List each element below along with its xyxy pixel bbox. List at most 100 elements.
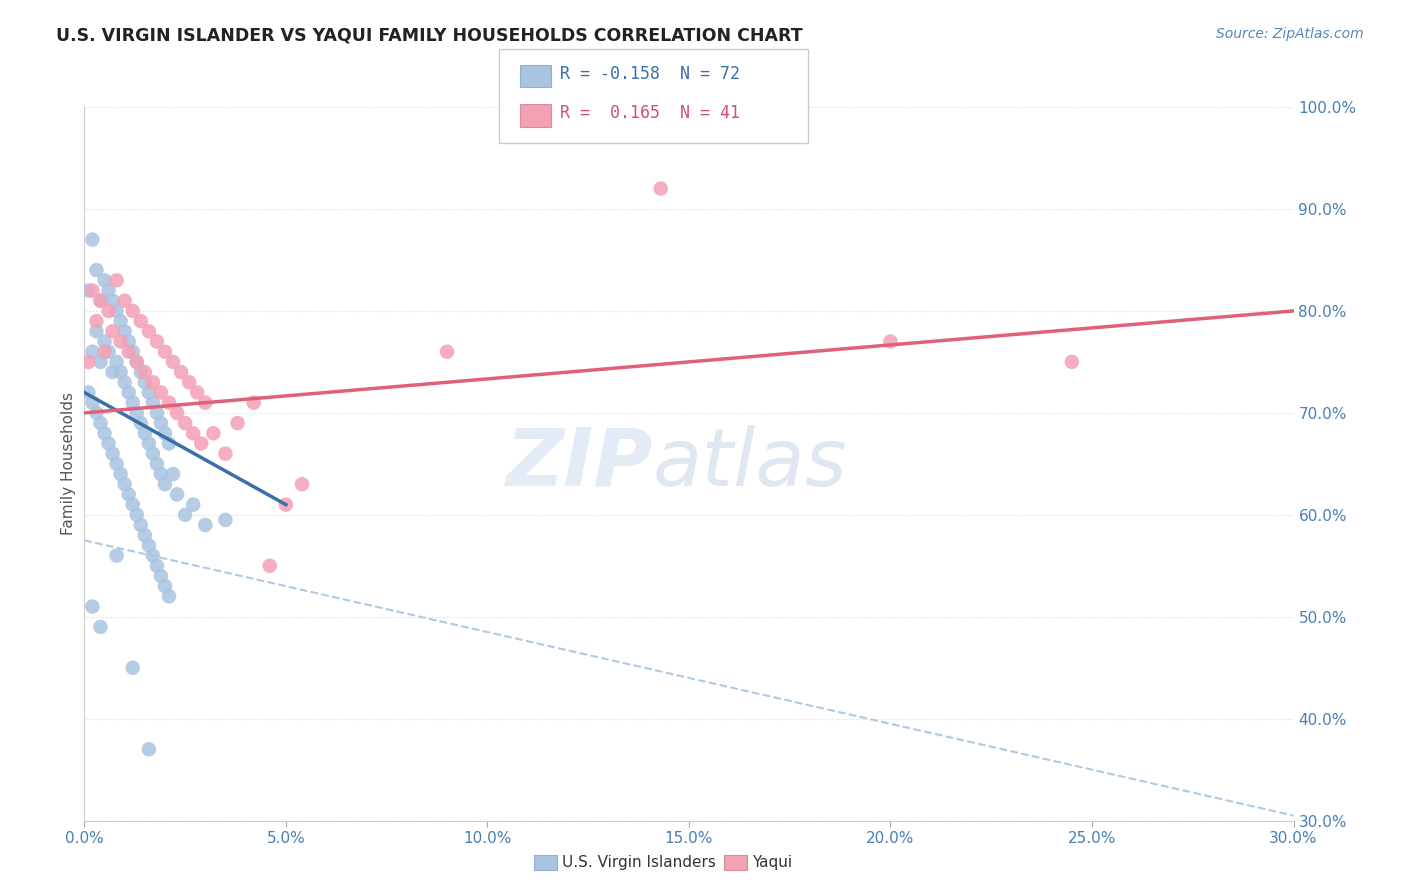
Point [97,284,120,298]
Point [149,385,172,400]
Point [170,365,193,379]
Point [129,314,152,328]
Point [114,324,136,338]
Point [110,467,132,481]
Point [101,293,124,308]
Point [118,385,141,400]
Point [1060,355,1083,369]
Point [650,181,672,195]
Point [105,355,128,369]
Point [153,579,176,593]
Point [82,284,104,298]
Text: ZIP: ZIP [505,425,652,503]
Point [146,558,169,573]
Point [86,314,108,328]
Point [114,376,136,390]
Point [153,426,176,441]
Point [125,355,148,369]
Point [77,355,100,369]
Text: R = -0.158  N = 72: R = -0.158 N = 72 [560,65,740,83]
Point [86,263,108,277]
Point [105,549,128,563]
Point [118,344,141,359]
Point [174,508,197,522]
Point [226,416,249,430]
Point [291,477,314,491]
Point [134,365,156,379]
Point [162,467,184,481]
Point [181,498,204,512]
Point [114,477,136,491]
Text: atlas: atlas [652,425,848,503]
Point [97,436,120,450]
Point [194,518,217,533]
Point [125,355,148,369]
Point [86,406,108,420]
Point [89,293,111,308]
Point [82,395,104,409]
Point [274,498,297,512]
Point [142,395,165,409]
Point [153,477,176,491]
Point [118,334,141,349]
Point [181,426,204,441]
Point [129,365,152,379]
Point [101,447,124,461]
Point [134,376,156,390]
Point [110,365,132,379]
Point [82,233,104,247]
Point [89,620,111,634]
Point [89,293,111,308]
Point [162,355,184,369]
Point [153,344,176,359]
Point [77,385,100,400]
Point [86,324,108,338]
Point [121,344,143,359]
Point [82,344,104,359]
Point [114,293,136,308]
Point [149,467,172,481]
Point [202,426,225,441]
Text: U.S. Virgin Islanders: U.S. Virgin Islanders [562,855,716,870]
Point [174,416,197,430]
Point [129,416,152,430]
Point [105,457,128,471]
Point [142,376,165,390]
Point [214,513,236,527]
Point [101,365,124,379]
Point [125,508,148,522]
Point [93,344,115,359]
Point [101,324,124,338]
Point [149,416,172,430]
Text: U.S. VIRGIN ISLANDER VS YAQUI FAMILY HOUSEHOLDS CORRELATION CHART: U.S. VIRGIN ISLANDER VS YAQUI FAMILY HOU… [56,27,803,45]
Point [194,395,217,409]
Point [142,447,165,461]
Point [138,436,160,450]
Point [138,385,160,400]
Point [134,528,156,542]
Point [121,498,143,512]
Point [93,273,115,287]
Point [157,395,180,409]
Point [186,385,208,400]
Point [138,324,160,338]
Point [105,304,128,318]
Point [121,304,143,318]
Point [879,334,901,349]
Point [82,599,104,614]
Point [259,558,281,573]
Point [129,518,152,533]
Point [242,395,264,409]
Point [214,447,236,461]
Point [146,406,169,420]
Point [166,406,188,420]
Point [93,426,115,441]
Point [118,487,141,501]
Point [97,344,120,359]
Point [149,569,172,583]
Text: Source: ZipAtlas.com: Source: ZipAtlas.com [1216,27,1364,41]
Point [146,457,169,471]
Point [146,334,169,349]
Point [110,334,132,349]
Point [89,416,111,430]
